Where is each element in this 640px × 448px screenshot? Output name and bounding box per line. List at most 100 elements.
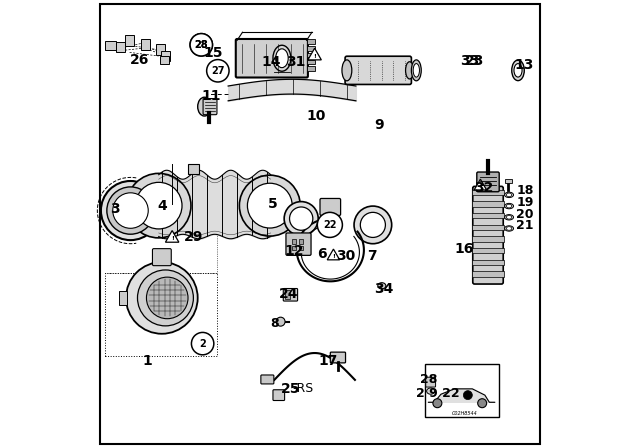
- Polygon shape: [327, 249, 340, 260]
- Text: 9: 9: [374, 118, 384, 133]
- Bar: [472, 237, 504, 242]
- Bar: [472, 201, 504, 207]
- Text: !: !: [332, 254, 335, 259]
- Circle shape: [107, 187, 154, 234]
- Ellipse shape: [504, 215, 513, 220]
- Text: !: !: [479, 185, 482, 190]
- Bar: [125, 35, 134, 46]
- Circle shape: [239, 175, 300, 236]
- Text: 5: 5: [268, 197, 278, 211]
- Circle shape: [191, 332, 214, 355]
- Ellipse shape: [198, 97, 211, 116]
- Text: 13: 13: [514, 58, 534, 73]
- Circle shape: [147, 277, 188, 319]
- Text: 28: 28: [420, 373, 437, 387]
- Text: 27: 27: [211, 66, 225, 76]
- Bar: [157, 44, 166, 55]
- Circle shape: [190, 34, 212, 56]
- Text: 15: 15: [204, 46, 223, 60]
- FancyBboxPatch shape: [477, 172, 499, 192]
- Circle shape: [276, 317, 285, 326]
- Circle shape: [127, 173, 191, 238]
- Circle shape: [284, 202, 318, 236]
- Ellipse shape: [378, 283, 386, 289]
- Text: C02H8544: C02H8544: [451, 411, 477, 416]
- Ellipse shape: [406, 62, 413, 79]
- Text: 16: 16: [454, 242, 474, 256]
- Bar: [119, 291, 127, 305]
- Bar: [472, 260, 504, 265]
- Text: 21: 21: [516, 219, 534, 233]
- FancyBboxPatch shape: [203, 99, 217, 115]
- Text: 7: 7: [367, 249, 376, 263]
- Bar: [105, 41, 116, 50]
- Circle shape: [477, 399, 486, 408]
- Text: 22: 22: [323, 220, 337, 230]
- Bar: [292, 246, 296, 250]
- Ellipse shape: [514, 64, 522, 77]
- Bar: [425, 364, 499, 417]
- FancyBboxPatch shape: [236, 39, 308, 78]
- Circle shape: [138, 270, 193, 326]
- Text: 24: 24: [279, 287, 298, 301]
- Polygon shape: [474, 179, 486, 190]
- FancyBboxPatch shape: [320, 198, 340, 215]
- Text: 2 9 22: 2 9 22: [415, 387, 459, 400]
- Bar: [116, 42, 125, 52]
- Text: 14: 14: [262, 55, 282, 69]
- Ellipse shape: [506, 227, 512, 230]
- Text: 25: 25: [281, 382, 301, 396]
- Bar: [141, 39, 150, 50]
- Circle shape: [190, 34, 212, 56]
- FancyBboxPatch shape: [284, 289, 298, 301]
- Text: 32: 32: [474, 181, 493, 195]
- FancyBboxPatch shape: [261, 375, 274, 384]
- Bar: [472, 213, 504, 218]
- Circle shape: [101, 181, 160, 240]
- Bar: [472, 190, 504, 195]
- Bar: [285, 290, 289, 299]
- Text: 33: 33: [460, 54, 480, 68]
- FancyBboxPatch shape: [273, 390, 285, 401]
- FancyBboxPatch shape: [473, 186, 503, 284]
- Text: 20: 20: [516, 207, 534, 221]
- FancyBboxPatch shape: [426, 377, 436, 387]
- Circle shape: [463, 391, 472, 400]
- Circle shape: [126, 262, 198, 334]
- Text: 26: 26: [130, 53, 150, 67]
- Circle shape: [207, 60, 229, 82]
- Circle shape: [360, 212, 385, 237]
- Polygon shape: [165, 231, 179, 242]
- Bar: [159, 56, 170, 64]
- Text: 29: 29: [184, 230, 204, 245]
- Bar: [472, 271, 504, 277]
- Bar: [472, 248, 504, 254]
- Text: 18: 18: [516, 184, 534, 198]
- Text: !: !: [313, 54, 316, 59]
- Ellipse shape: [413, 64, 419, 77]
- Text: 8: 8: [270, 317, 278, 330]
- Ellipse shape: [512, 60, 524, 81]
- Text: 28: 28: [195, 40, 208, 50]
- Bar: [307, 66, 315, 71]
- Bar: [307, 46, 315, 51]
- Ellipse shape: [506, 193, 512, 197]
- Bar: [188, 164, 198, 174]
- Text: -RS: -RS: [292, 382, 314, 396]
- Polygon shape: [428, 389, 495, 402]
- Text: !: !: [171, 237, 173, 241]
- Text: 1: 1: [143, 354, 152, 368]
- Polygon shape: [308, 48, 321, 60]
- Bar: [299, 239, 303, 244]
- Bar: [307, 39, 315, 44]
- Text: 11: 11: [202, 89, 221, 103]
- Circle shape: [113, 193, 148, 228]
- Ellipse shape: [273, 45, 291, 71]
- Ellipse shape: [412, 60, 421, 81]
- Text: 30: 30: [337, 249, 356, 263]
- Circle shape: [354, 206, 392, 244]
- Text: 34: 34: [374, 282, 394, 297]
- Ellipse shape: [506, 215, 512, 219]
- Text: 4: 4: [157, 199, 167, 213]
- Text: 2: 2: [199, 339, 206, 349]
